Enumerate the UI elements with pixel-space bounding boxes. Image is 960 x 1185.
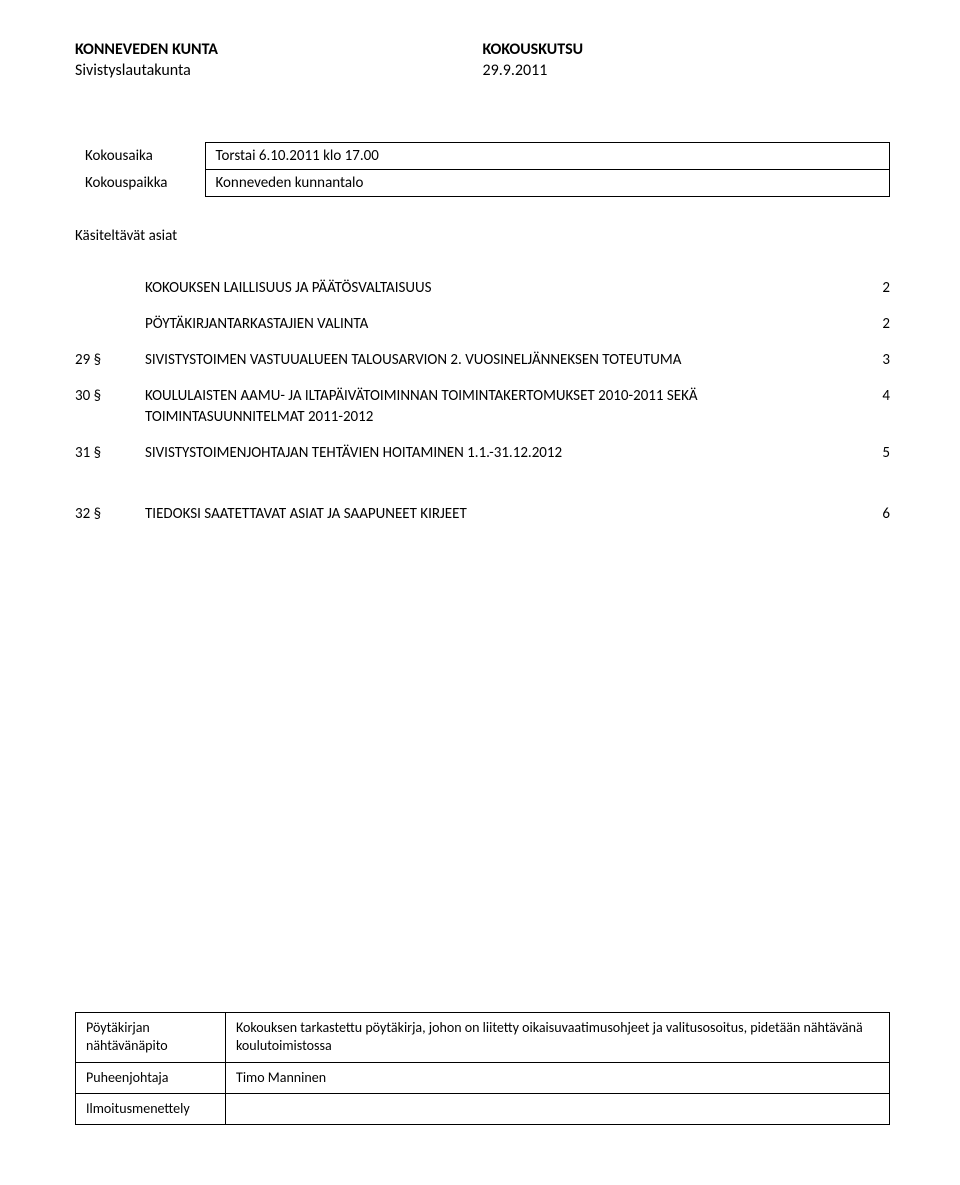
document-header: KONNEVEDEN KUNTA KOKOUSKUTSU bbox=[75, 40, 890, 61]
agenda-title: KOKOUKSEN LAILLISUUS JA PÄÄTÖSVALTAISUUS bbox=[145, 270, 860, 306]
meeting-time-value: Torstai 6.10.2011 klo 17.00 bbox=[205, 142, 890, 169]
list-item: 29 § SIVISTYSTOIMEN VASTUUALUEEN TALOUSA… bbox=[75, 342, 890, 378]
topics-heading: Käsiteltävät asiat bbox=[75, 227, 890, 245]
list-item: KOKOUKSEN LAILLISUUS JA PÄÄTÖSVALTAISUUS… bbox=[75, 270, 890, 306]
meeting-place-label: Kokouspaikka bbox=[75, 169, 205, 196]
list-item: 30 § KOULULAISTEN AAMU- JA ILTAPÄIVÄTOIM… bbox=[75, 378, 890, 435]
notice-value bbox=[226, 1093, 890, 1124]
footer-table: Pöytäkirjan nähtävänäpito Kokouksen tark… bbox=[75, 1012, 890, 1125]
agenda-num bbox=[75, 306, 145, 342]
list-item: PÖYTÄKIRJANTARKASTAJIEN VALINTA 2 bbox=[75, 306, 890, 342]
display-value: Kokouksen tarkastettu pöytäkirja, johon … bbox=[226, 1013, 890, 1062]
org-name: KONNEVEDEN KUNTA bbox=[75, 40, 483, 61]
header-date: 29.9.2011 bbox=[483, 61, 891, 82]
agenda-title: KOULULAISTEN AAMU- JA ILTAPÄIVÄTOIMINNAN… bbox=[145, 378, 860, 435]
chair-label: Puheenjohtaja bbox=[76, 1062, 226, 1093]
chair-value: Timo Manninen bbox=[226, 1062, 890, 1093]
agenda-page: 2 bbox=[860, 270, 890, 306]
doc-type: KOKOUSKUTSU bbox=[483, 40, 891, 61]
agenda-list: KOKOUKSEN LAILLISUUS JA PÄÄTÖSVALTAISUUS… bbox=[75, 270, 890, 533]
table-row: Ilmoitusmenettely bbox=[76, 1093, 890, 1124]
list-item: 32 § TIEDOKSI SAATETTAVAT ASIAT JA SAAPU… bbox=[75, 496, 890, 532]
agenda-page: 5 bbox=[860, 435, 890, 471]
meeting-info-table: Kokousaika Torstai 6.10.2011 klo 17.00 K… bbox=[75, 142, 890, 197]
table-row: Kokouspaikka Konneveden kunnantalo bbox=[75, 169, 890, 196]
table-row: Pöytäkirjan nähtävänäpito Kokouksen tark… bbox=[76, 1013, 890, 1062]
agenda-page: 2 bbox=[860, 306, 890, 342]
meeting-place-value: Konneveden kunnantalo bbox=[205, 169, 890, 196]
notice-label: Ilmoitusmenettely bbox=[76, 1093, 226, 1124]
board-name: Sivistyslautakunta bbox=[75, 61, 483, 82]
table-row: Puheenjohtaja Timo Manninen bbox=[76, 1062, 890, 1093]
agenda-title: TIEDOKSI SAATETTAVAT ASIAT JA SAAPUNEET … bbox=[145, 496, 860, 532]
agenda-page: 4 bbox=[860, 378, 890, 435]
agenda-page: 3 bbox=[860, 342, 890, 378]
agenda-num: 31 § bbox=[75, 435, 145, 471]
agenda-page: 6 bbox=[860, 496, 890, 532]
agenda-num bbox=[75, 270, 145, 306]
display-label: Pöytäkirjan nähtävänäpito bbox=[76, 1013, 226, 1062]
agenda-title: SIVISTYSTOIMENJOHTAJAN TEHTÄVIEN HOITAMI… bbox=[145, 435, 860, 471]
agenda-num: 30 § bbox=[75, 378, 145, 435]
agenda-title: PÖYTÄKIRJANTARKASTAJIEN VALINTA bbox=[145, 306, 860, 342]
agenda-num: 29 § bbox=[75, 342, 145, 378]
list-item: 31 § SIVISTYSTOIMENJOHTAJAN TEHTÄVIEN HO… bbox=[75, 435, 890, 471]
agenda-title: SIVISTYSTOIMEN VASTUUALUEEN TALOUSARVION… bbox=[145, 342, 860, 378]
document-subheader: Sivistyslautakunta 29.9.2011 bbox=[75, 61, 890, 82]
table-row: Kokousaika Torstai 6.10.2011 klo 17.00 bbox=[75, 142, 890, 169]
agenda-num: 32 § bbox=[75, 496, 145, 532]
meeting-time-label: Kokousaika bbox=[75, 142, 205, 169]
